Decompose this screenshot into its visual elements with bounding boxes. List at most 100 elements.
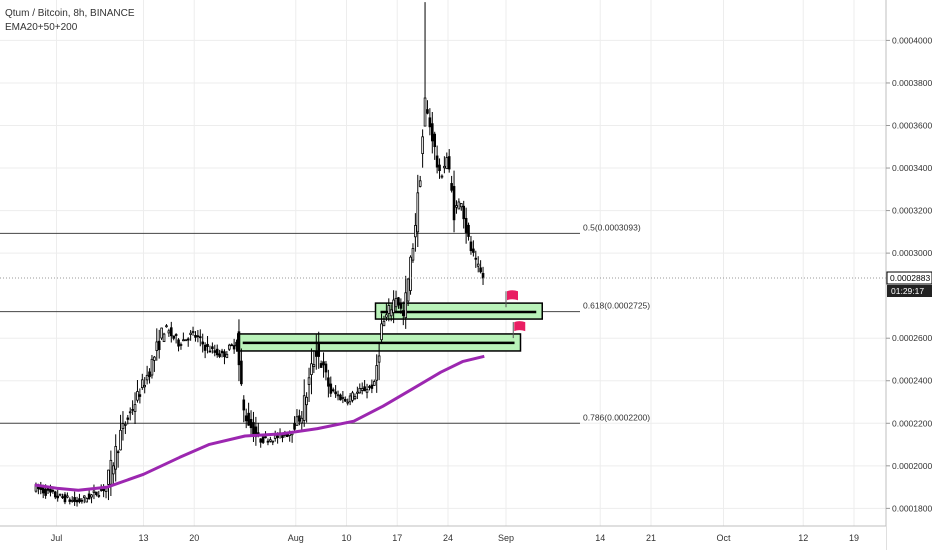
candle-body <box>232 345 236 350</box>
candle-body <box>264 436 267 439</box>
candle-body <box>66 495 69 498</box>
candle-body <box>392 299 395 314</box>
fib-level-label: 0.618(0.0002725) <box>583 301 650 311</box>
candle-body <box>307 377 311 385</box>
candle-body <box>343 398 347 402</box>
time-tick-label: 12 <box>798 533 808 543</box>
time-axis[interactable] <box>0 526 886 550</box>
price-tick-label: 0.0003800 <box>892 78 932 88</box>
candle-body <box>455 205 458 208</box>
candle-body <box>430 123 434 142</box>
candle-body <box>377 355 381 363</box>
candle-body <box>372 381 376 386</box>
price-tick-label: 0.0003400 <box>892 163 932 173</box>
candle-body <box>317 343 321 357</box>
candle-body <box>329 383 333 394</box>
candle-body <box>305 396 308 406</box>
candle-body <box>261 436 265 443</box>
time-tick-label: 10 <box>341 533 351 543</box>
candle-body <box>295 416 299 426</box>
candle-body <box>235 341 238 347</box>
time-tick-label: 21 <box>646 533 656 543</box>
price-tick-label: 0.0002400 <box>892 376 932 386</box>
candle-body <box>479 267 482 273</box>
candle-body <box>136 391 139 401</box>
candle-body <box>409 256 412 291</box>
symbol-title: Qtum / Bitcoin, 8h, BINANCE <box>5 8 135 19</box>
candle-body <box>169 327 173 337</box>
current-price-tag <box>886 271 932 285</box>
candle-body <box>73 497 76 502</box>
candle-body <box>331 389 335 392</box>
candle-body <box>462 205 466 220</box>
flag-icon <box>514 321 526 332</box>
candle-body <box>324 363 328 373</box>
candle-body <box>385 314 388 318</box>
candle-body <box>389 309 393 317</box>
candle-body <box>368 386 371 388</box>
candle-body <box>56 495 60 499</box>
current-price-value: 0.0002883 <box>890 273 930 283</box>
candle-body <box>109 459 113 485</box>
candle-body <box>438 164 441 172</box>
candle-body <box>131 408 134 411</box>
candle-body <box>312 364 316 367</box>
candle-body <box>211 346 214 350</box>
candle-body <box>370 384 374 389</box>
candle-body <box>186 338 190 341</box>
candle-body <box>179 344 183 346</box>
candle-body <box>428 117 432 128</box>
candle-body <box>469 241 473 252</box>
time-tick-label: Oct <box>716 533 731 543</box>
candle-body <box>119 429 122 451</box>
candle-body <box>114 446 118 470</box>
candle-body <box>167 330 171 334</box>
candle-body <box>314 351 318 357</box>
price-tick-label: 0.0002000 <box>892 461 932 471</box>
candle-body <box>87 493 91 500</box>
candle-body <box>375 365 379 381</box>
candle-body <box>124 424 127 426</box>
candle-body <box>401 310 405 316</box>
candle-body <box>143 384 147 388</box>
candle-body <box>450 183 453 191</box>
candle-body <box>334 391 337 395</box>
candle-body <box>51 489 55 492</box>
candle-body <box>133 404 137 412</box>
price-tick-label: 0.0003600 <box>892 120 932 130</box>
candle-body <box>244 415 248 422</box>
candle-body <box>322 361 325 366</box>
candle-body <box>201 341 205 345</box>
candle-body <box>242 399 246 411</box>
candle-body <box>198 336 202 339</box>
candle-body <box>153 356 156 361</box>
candle-body <box>177 339 180 347</box>
candle-body <box>80 499 84 502</box>
candle-body <box>416 192 420 233</box>
candle-body <box>353 396 357 400</box>
time-tick-label: 19 <box>849 533 859 543</box>
candle-body <box>346 401 350 404</box>
time-tick-label: 13 <box>138 533 148 543</box>
candle-body <box>476 263 480 267</box>
candle-body <box>418 180 422 187</box>
candle-body <box>218 353 221 357</box>
candle-body <box>111 465 115 475</box>
candle-body <box>358 388 362 394</box>
candle-body <box>68 499 72 502</box>
candle-body <box>348 395 352 403</box>
candle-body <box>319 363 323 368</box>
candle-body <box>266 440 270 443</box>
candle-body <box>247 412 250 426</box>
time-tick-label: 14 <box>595 533 605 543</box>
candle-body <box>75 499 79 503</box>
candle-body <box>230 344 234 347</box>
candle-body <box>351 392 354 401</box>
candle-body <box>341 396 345 399</box>
ema-line <box>34 354 485 492</box>
candle-body <box>302 395 306 421</box>
candle-body <box>225 353 229 359</box>
countdown-value: 01:29:17 <box>891 286 924 296</box>
